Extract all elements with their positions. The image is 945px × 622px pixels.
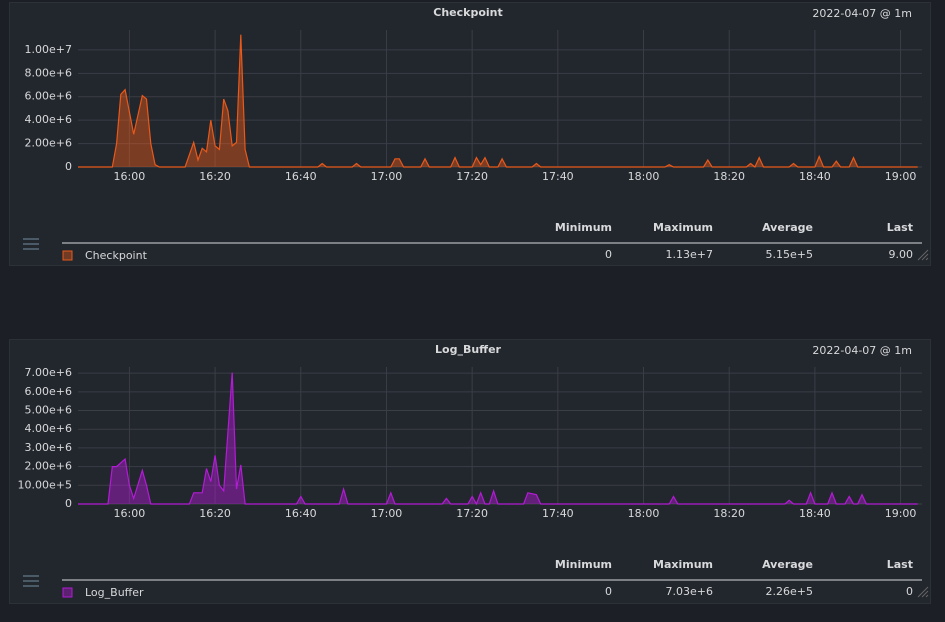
y-tick-label: 6.00e+6	[25, 385, 72, 398]
legend-swatch	[62, 587, 73, 598]
y-tick-label: 6.00e+6	[25, 90, 72, 103]
y-tick-label: 8.00e+6	[25, 66, 72, 79]
stat-value: 0	[605, 248, 612, 261]
x-tick-label: 16:00	[114, 507, 146, 520]
x-tick-label: 16:40	[285, 170, 317, 183]
stat-value: 5.15e+5	[766, 248, 813, 261]
stat-value: 0	[906, 585, 913, 598]
stat-value: 2.26e+5	[766, 585, 813, 598]
stat-header: Maximum	[653, 558, 713, 571]
chart-title: Log_Buffer	[435, 343, 502, 356]
legend-swatch	[62, 250, 73, 261]
x-tick-label: 16:40	[285, 507, 317, 520]
legend-name[interactable]: Checkpoint	[85, 249, 148, 262]
x-tick-label: 18:00	[628, 170, 660, 183]
resize-handle	[925, 257, 929, 261]
stat-value: 9.00	[889, 248, 914, 261]
time-range: 2022-04-07 @ 1m	[812, 344, 912, 357]
stat-header: Average	[762, 221, 813, 234]
x-tick-label: 17:20	[456, 507, 488, 520]
x-tick-label: 18:20	[713, 507, 745, 520]
panel	[9, 339, 931, 604]
x-tick-label: 16:20	[199, 507, 231, 520]
stat-header: Minimum	[555, 221, 612, 234]
x-tick-label: 18:40	[799, 507, 831, 520]
stat-header: Average	[762, 558, 813, 571]
x-tick-label: 18:20	[713, 170, 745, 183]
y-tick-label: 4.00e+6	[25, 113, 72, 126]
stat-header: Maximum	[653, 221, 713, 234]
x-tick-label: 17:00	[371, 507, 403, 520]
resize-handle	[921, 253, 929, 261]
y-tick-label: 1.00e+7	[25, 43, 72, 56]
y-tick-label: 4.00e+6	[25, 422, 72, 435]
x-tick-label: 17:00	[371, 170, 403, 183]
y-tick-label: 3.00e+6	[25, 441, 72, 454]
y-tick-label: 10.00e+5	[18, 478, 72, 491]
panel	[9, 2, 931, 266]
y-tick-label: 7.00e+6	[25, 366, 72, 379]
chart-title: Checkpoint	[433, 6, 503, 19]
x-tick-label: 16:20	[199, 170, 231, 183]
resize-handle	[925, 594, 929, 598]
x-tick-label: 16:00	[114, 170, 146, 183]
resize-handle	[921, 590, 929, 598]
y-tick-label: 0	[65, 160, 72, 173]
y-tick-label: 5.00e+6	[25, 404, 72, 417]
x-tick-label: 19:00	[885, 507, 917, 520]
legend-name[interactable]: Log_Buffer	[85, 586, 144, 599]
x-tick-label: 18:00	[628, 507, 660, 520]
x-tick-label: 17:40	[542, 170, 574, 183]
y-tick-label: 0	[65, 497, 72, 510]
stat-header: Last	[887, 221, 913, 234]
stat-header: Minimum	[555, 558, 612, 571]
series-line	[78, 372, 918, 506]
y-tick-label: 2.00e+6	[25, 460, 72, 473]
resize-handle	[917, 249, 929, 261]
x-tick-label: 17:20	[456, 170, 488, 183]
stat-value: 1.13e+7	[666, 248, 713, 261]
stat-value: 7.03e+6	[666, 585, 713, 598]
series-line	[78, 34, 918, 168]
y-tick-label: 2.00e+6	[25, 137, 72, 150]
stat-header: Last	[887, 558, 913, 571]
stat-value: 0	[605, 585, 612, 598]
resize-handle	[917, 586, 929, 598]
x-tick-label: 17:40	[542, 507, 574, 520]
x-tick-label: 19:00	[885, 170, 917, 183]
x-tick-label: 18:40	[799, 170, 831, 183]
time-range: 2022-04-07 @ 1m	[812, 7, 912, 20]
